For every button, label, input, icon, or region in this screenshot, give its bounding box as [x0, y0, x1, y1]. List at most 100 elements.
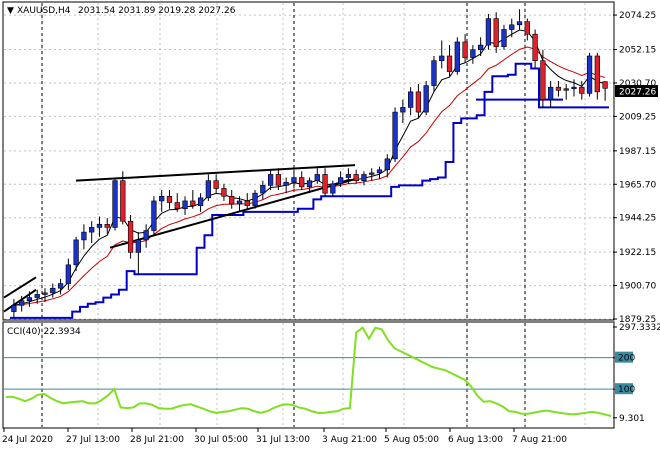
candle-body [73, 239, 79, 266]
candle-body [221, 188, 227, 197]
candle-body [400, 107, 406, 113]
candle-body [260, 185, 266, 194]
candle-body [120, 180, 126, 222]
candle-body [431, 60, 437, 86]
candle-body [361, 174, 367, 181]
cci-tick-label: 100 [618, 385, 635, 395]
ohlc-readout: 2031.54 2031.89 2019.28 2027.26 [78, 6, 236, 16]
time-tick-label: 7 Aug 21:00 [512, 435, 567, 445]
candle-body [104, 224, 110, 228]
candle-body [369, 172, 375, 175]
candle-body [446, 55, 453, 72]
candle-body [299, 177, 305, 188]
candle-body [96, 224, 103, 228]
candle-body [563, 88, 569, 91]
candle-body [143, 230, 149, 241]
lower-channel-band [10, 62, 609, 319]
time-tick-label: 6 Aug 13:00 [448, 435, 503, 445]
candle-body [252, 192, 258, 206]
candlesticks [11, 9, 608, 318]
panel-frames [2, 1, 615, 429]
candle-body [439, 55, 445, 61]
candle-body [65, 264, 71, 284]
candle-body [127, 220, 134, 253]
candle-body [151, 200, 157, 231]
candle-body [322, 174, 328, 194]
candle-body [159, 195, 165, 202]
cci-tick-label: 200 [618, 354, 635, 364]
candle-body [135, 239, 141, 253]
candle-body [470, 49, 476, 58]
candle-body [555, 86, 562, 91]
candle-body [89, 227, 95, 233]
time-tick-label: 28 Jul 21:00 [130, 435, 184, 445]
price-tick-label: 1922.15 [619, 248, 656, 258]
cci-label: CCI(40) 22.3934 [7, 327, 81, 337]
candle-body [423, 85, 429, 113]
candle-body [407, 91, 414, 108]
main-grid [4, 3, 613, 320]
current-price-tag: 2027.26 [615, 85, 658, 98]
current-price-value: 2027.26 [619, 88, 656, 98]
candle-body [26, 297, 33, 301]
cci-tick-label: 297.3332 [619, 323, 660, 333]
candle-body [330, 183, 336, 194]
price-tick-label: 1900.70 [619, 282, 656, 292]
candle-body [229, 195, 235, 205]
candle-body [571, 86, 577, 90]
price-tick-label: 2009.25 [619, 112, 656, 122]
cci-grid [4, 323, 613, 427]
cci-line [5, 326, 612, 417]
candle-body [579, 86, 585, 94]
main-panel-frame [2, 1, 615, 321]
time-tick-label: 31 Jul 13:00 [256, 435, 310, 445]
cci-tick-label: 9.301 [619, 414, 645, 424]
cci-panel-frame [2, 321, 615, 429]
cci-level-tag [615, 383, 633, 395]
candle-body [594, 55, 600, 93]
price-tick-label: 1944.25 [619, 214, 656, 224]
candle-body [548, 86, 554, 100]
time-tick-label: 24 Jul 2020 [2, 435, 53, 445]
price-tick-label: 1965.70 [619, 180, 656, 190]
candle-body [267, 174, 274, 186]
chart-symbol: XAUUSD,H4 [17, 6, 71, 16]
candle-body [540, 60, 546, 100]
collapse-triangle-icon[interactable]: ▼ [7, 6, 14, 16]
price-axis: 2074.25 2052.15 2030.70 2009.25 1987.15 1965.… [613, 11, 656, 325]
candle-body [415, 91, 422, 113]
candle-body [337, 177, 344, 185]
trendline-upper-left [3, 276, 37, 299]
candle-body [345, 174, 352, 178]
candle-body [182, 200, 188, 210]
candle-body [236, 200, 243, 205]
candle-body [509, 24, 515, 30]
price-tick-label: 2052.15 [619, 46, 656, 56]
time-axis: 24 Jul 2020 27 Jul 13:00 28 Jul 21:00 30 Ju… [2, 428, 567, 445]
candle-body [376, 169, 383, 174]
candle-body [291, 177, 297, 183]
candle-body [244, 200, 250, 206]
candle-body [586, 55, 593, 94]
time-tick-label: 5 Aug 05:00 [384, 435, 439, 445]
candle-body [11, 305, 17, 312]
candle-body [50, 287, 56, 294]
candle-body [353, 174, 359, 181]
time-tick-label: 3 Aug 21:00 [322, 435, 377, 445]
candle-body [19, 300, 25, 306]
candle-body [197, 197, 204, 206]
time-tick-label: 30 Jul 05:00 [194, 435, 248, 445]
candle-body [493, 18, 499, 47]
trendline-lower [109, 178, 356, 249]
candle-body [384, 158, 390, 171]
candle-body [213, 180, 219, 189]
cci-level-tag [615, 351, 633, 363]
current-price-tag-bg [615, 85, 658, 97]
candle-body [485, 18, 492, 46]
price-tick-label: 1987.15 [619, 147, 656, 157]
candle-body [392, 111, 398, 160]
candle-body [516, 21, 523, 26]
candle-body [283, 181, 289, 186]
candle-body [501, 29, 507, 47]
